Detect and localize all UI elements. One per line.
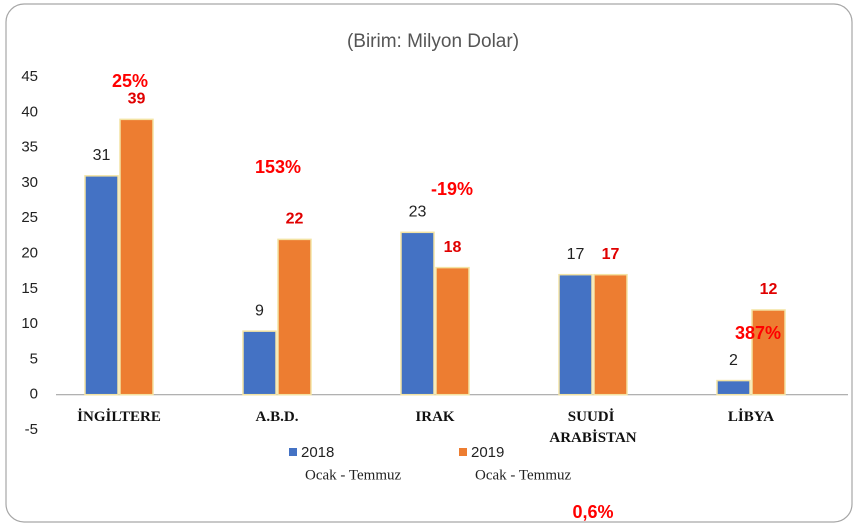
bar (716, 379, 751, 396)
x-tick-label: LİBYA (728, 408, 774, 425)
x-tick-label-line: LİBYA (728, 408, 774, 425)
value-label: 18 (444, 239, 462, 256)
bar (400, 231, 435, 396)
annotation: 25% (112, 71, 148, 91)
x-tick-label-line: IRAK (415, 409, 455, 425)
value-label: 9 (255, 302, 264, 319)
bar (277, 238, 312, 396)
value-label: 31 (93, 147, 111, 164)
chart-title: (Birim: Milyon Dolar) (347, 31, 519, 52)
x-tick-label: A.B.D. (256, 409, 299, 425)
legend-subtitle: Ocak - Temmuz (475, 467, 571, 483)
y-tick-label: -5 (25, 421, 38, 438)
y-tick-label: 30 (21, 174, 38, 191)
y-tick-label: 35 (21, 139, 38, 156)
x-tick-label-line: İNGİLTERE (77, 408, 161, 425)
x-tick-label-line: ARABİSTAN (549, 429, 636, 446)
legend-swatch (459, 448, 467, 456)
value-label: 23 (409, 204, 427, 221)
bar (751, 309, 786, 396)
value-label: 17 (567, 246, 585, 263)
y-tick-label: 10 (21, 315, 38, 332)
value-label: 22 (286, 211, 304, 228)
legend-label: 2018 (301, 444, 334, 461)
bar (242, 330, 277, 396)
bar (593, 273, 628, 396)
legend-subtitle: Ocak - Temmuz (305, 467, 401, 483)
y-tick-label: 25 (21, 209, 38, 226)
y-tick-label: 20 (21, 244, 38, 261)
bar (119, 118, 154, 396)
y-tick-label: 40 (21, 103, 38, 120)
bar (84, 175, 119, 396)
value-label: 12 (760, 281, 778, 298)
annotation: 0,6% (572, 502, 613, 522)
value-label: 17 (602, 246, 620, 263)
annotation: 387% (735, 323, 781, 343)
y-tick-label: 0 (30, 386, 38, 403)
y-tick-label: 5 (30, 350, 38, 367)
y-tick-label: 45 (21, 68, 38, 85)
x-tick-label-line: A.B.D. (256, 409, 299, 425)
legend-label: 2019 (471, 444, 504, 461)
legend-swatch (289, 448, 297, 456)
value-label: 2 (729, 352, 738, 369)
y-tick-label: 15 (21, 280, 38, 297)
bar (558, 273, 593, 396)
x-tick-label: SUUDİ ARABİSTAN (549, 408, 636, 446)
annotation: 153% (255, 157, 301, 177)
x-tick-label: İNGİLTERE (77, 408, 161, 425)
x-tick-label: IRAK (415, 409, 455, 425)
value-label: 39 (128, 91, 146, 108)
annotation: -19% (431, 179, 473, 199)
bar (435, 266, 470, 396)
x-tick-label-line: SUUDİ (568, 408, 618, 425)
